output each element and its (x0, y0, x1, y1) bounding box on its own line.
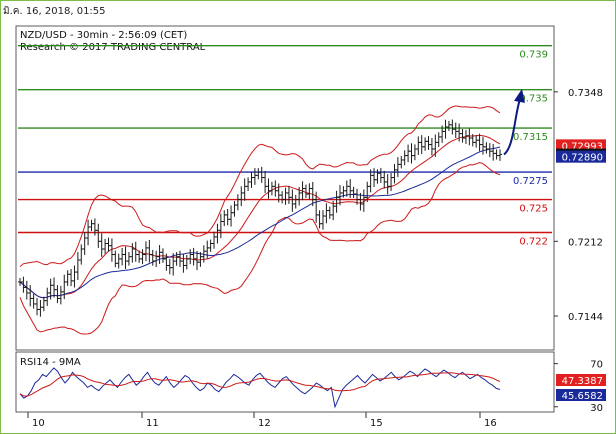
rsi-badge-blue (556, 389, 606, 401)
bollinger-lower (19, 161, 501, 335)
rsi-pane (15, 351, 555, 413)
bollinger-upper (19, 105, 501, 267)
rsi-badge-red (556, 374, 606, 386)
price-axis-label: 0.7144 (568, 312, 603, 323)
rsi-badge-label-blue: 45.6582 (562, 391, 603, 402)
x-axis-label: 11 (146, 418, 159, 429)
level-label-resistance: 0.739 (519, 50, 548, 61)
timestamp: มิ.ค. 16, 2018, 01:55 (3, 6, 106, 17)
rsi-axis-label: 70 (590, 360, 603, 371)
level-label-support: 0.722 (519, 237, 548, 248)
x-axis-label: 15 (370, 418, 383, 429)
chart-title: NZD/USD - 30min - 2:56:09 (CET) (20, 30, 187, 41)
x-axis-label: 12 (258, 418, 271, 429)
level-label-resistance: 0.735 (519, 94, 548, 105)
chart-credit: Research © 2017 TRADING CENTRAL (20, 42, 206, 53)
x-axis-label: 16 (484, 418, 497, 429)
rsi-badge-label-red: 47.3387 (562, 376, 603, 387)
level-label-support: 0.725 (519, 204, 548, 215)
rsi-title: RSI14 - 9MA (20, 357, 81, 368)
moving-average-line (19, 146, 501, 299)
price-badge-label-red: 0.72993 (562, 141, 603, 152)
projection-arrowhead (514, 88, 525, 103)
price-badge-red (556, 139, 606, 152)
x-axis-label: 10 (32, 418, 45, 429)
price-badge-label-blue: 0.72890 (562, 153, 603, 164)
projection-arrow-shaft (503, 98, 521, 156)
bollinger-middle (19, 134, 501, 299)
rsi-ma-line (19, 372, 501, 397)
price-badge-blue (556, 150, 606, 163)
rsi-line (19, 367, 501, 409)
rsi-axis-label: 30 (590, 403, 603, 414)
level-label-pivot: 0.7275 (513, 176, 548, 187)
price-axis-label: 0.7212 (568, 237, 603, 248)
level-label-resistance: 0.7315 (513, 132, 548, 143)
price-axis-label: 0.7348 (568, 88, 603, 99)
price-pane (15, 25, 555, 351)
